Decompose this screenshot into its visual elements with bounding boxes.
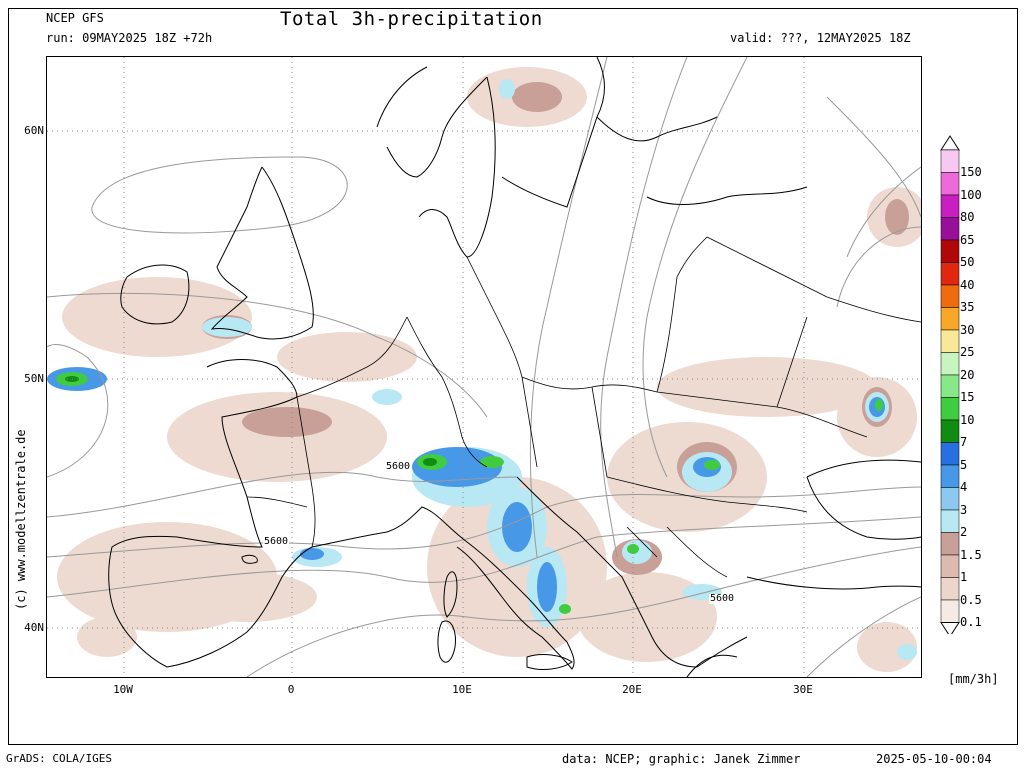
colorbar-label-3: 3 — [960, 502, 968, 517]
map-title: Total 3h-precipitation — [280, 8, 543, 30]
footer-grads: GrADS: COLA/IGES — [6, 752, 112, 765]
precip-light — [57, 67, 921, 672]
colorbar-cell-35 — [940, 284, 960, 308]
colorbar-label-65: 65 — [960, 232, 975, 247]
valid-time: valid: ???, 12MAY2025 18Z — [730, 31, 911, 45]
coastlines — [108, 57, 921, 677]
colorbar-label-20: 20 — [960, 367, 975, 382]
model-name: NCEP GFS — [46, 11, 104, 25]
lon-label-10w: 10W — [113, 683, 133, 696]
lat-label-60n: 60N — [24, 124, 44, 137]
colorbar-cell-15 — [940, 374, 960, 398]
colorbar-label-5: 5 — [960, 457, 968, 472]
colorbar-cell-65 — [940, 217, 960, 241]
run-info: run: 09MAY2025 18Z +72h — [46, 31, 213, 45]
contour-label-5600-alps: 5600 — [385, 461, 412, 472]
footer-timestamp: 2025-05-10-00:04 — [876, 752, 992, 766]
lon-label-0: 0 — [287, 683, 295, 696]
colorbar-label-1: 1 — [960, 570, 968, 584]
colorbar-cell-40 — [940, 262, 960, 286]
colorbar-label-25: 25 — [960, 345, 975, 359]
lat-label-40n: 40N — [24, 621, 44, 634]
lat-label-50n: 50N — [24, 372, 44, 385]
colorbar — [940, 135, 960, 634]
colorbar-label-100: 100 — [960, 187, 982, 202]
colorbar-label-30: 30 — [960, 322, 975, 337]
colorbar-cell-150 — [940, 149, 960, 173]
colorbar-cell-80 — [940, 194, 960, 218]
colorbar-cell-100 — [940, 172, 960, 196]
colorbar-cell-10 — [940, 397, 960, 421]
colorbar-cell-7 — [940, 419, 960, 443]
colorbar-cell-25 — [940, 329, 960, 353]
lon-label-30e: 30E — [793, 683, 813, 696]
colorbar-label-0.1: 0.1 — [960, 615, 982, 629]
colorbar-label-1.5: 1.5 — [960, 547, 982, 562]
precipitation-map: 5600 5600 5600 — [46, 56, 922, 678]
colorbar-label-4: 4 — [960, 480, 968, 494]
colorbar-cell-1.5 — [940, 532, 960, 556]
footer-credits: data: NCEP; graphic: Janek Zimmer — [562, 752, 801, 766]
colorbar-label-40: 40 — [960, 277, 975, 292]
colorbar-cell-20 — [940, 352, 960, 376]
contour-label-5600-west: 5600 — [263, 536, 290, 547]
colorbar-label-2: 2 — [960, 525, 968, 539]
colorbar-unit: [mm/3h] — [948, 672, 999, 686]
colorbar-label-10: 10 — [960, 412, 975, 427]
colorbar-bottom-cap — [940, 622, 960, 634]
colorbar-cell-0.5 — [940, 577, 960, 601]
colorbar-cell-5 — [940, 442, 960, 466]
colorbar-label-35: 35 — [960, 300, 975, 314]
lon-label-20e: 20E — [622, 683, 642, 696]
colorbar-cell-30 — [940, 307, 960, 331]
contour-label-5600-east: 5600 — [709, 593, 736, 604]
colorbar-cell-1 — [940, 554, 960, 578]
grid-lines — [47, 57, 921, 677]
colorbar-label-150: 150 — [960, 165, 982, 179]
colorbar-label-80: 80 — [960, 210, 975, 224]
precip-blue — [47, 367, 885, 612]
colorbar-label-0.5: 0.5 — [960, 592, 982, 607]
colorbar-label-15: 15 — [960, 390, 975, 404]
geopotential-contours — [47, 57, 921, 677]
colorbar-cell-0.1 — [940, 599, 960, 623]
colorbar-cell-2 — [940, 509, 960, 533]
colorbar-cell-3 — [940, 487, 960, 511]
plot-frame — [8, 8, 1018, 745]
colorbar-top-cap — [940, 135, 960, 151]
colorbar-cell-4 — [940, 464, 960, 488]
country-borders — [246, 236, 921, 578]
credit-text: (c) www.modellzentrale.de — [14, 429, 28, 610]
colorbar-cell-50 — [940, 239, 960, 263]
lon-label-10e: 10E — [452, 683, 472, 696]
colorbar-label-7: 7 — [960, 435, 968, 449]
colorbar-label-50: 50 — [960, 255, 975, 269]
